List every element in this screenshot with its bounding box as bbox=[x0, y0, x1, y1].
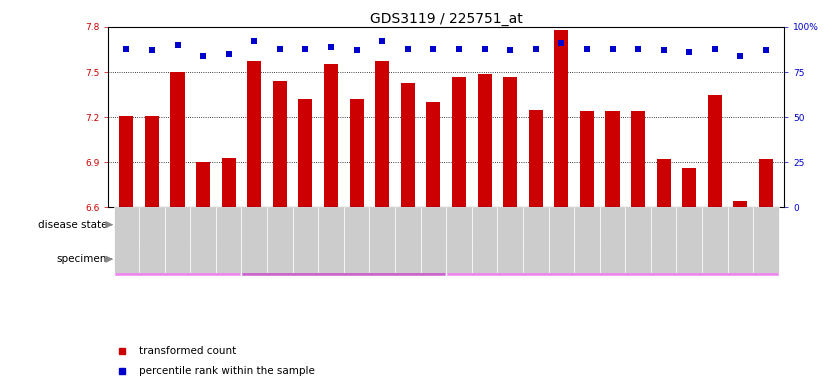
Point bbox=[478, 45, 491, 51]
Bar bbox=[503, 76, 517, 207]
Bar bbox=[497, 207, 523, 273]
Point bbox=[760, 47, 773, 53]
Text: control: control bbox=[159, 220, 196, 230]
Bar bbox=[293, 207, 319, 273]
Bar bbox=[656, 159, 671, 207]
Bar bbox=[299, 99, 313, 207]
Bar bbox=[523, 207, 549, 273]
Bar bbox=[446, 243, 779, 276]
Point bbox=[248, 38, 261, 45]
Bar bbox=[242, 208, 779, 241]
Text: non-inflamed: non-inflamed bbox=[578, 254, 647, 264]
Bar bbox=[375, 61, 389, 207]
Bar bbox=[472, 207, 497, 273]
Bar bbox=[324, 65, 338, 207]
Bar bbox=[119, 116, 133, 207]
Point bbox=[580, 45, 594, 51]
Bar bbox=[759, 159, 773, 207]
Text: percentile rank within the sample: percentile rank within the sample bbox=[138, 366, 314, 376]
Text: transformed count: transformed count bbox=[138, 346, 236, 356]
Point bbox=[350, 47, 364, 53]
Point bbox=[427, 45, 440, 51]
Bar bbox=[319, 207, 344, 273]
Point bbox=[171, 42, 184, 48]
Bar bbox=[605, 111, 620, 207]
Bar bbox=[267, 207, 293, 273]
Point bbox=[529, 45, 542, 51]
Bar bbox=[222, 158, 236, 207]
Bar bbox=[113, 208, 242, 241]
Point bbox=[299, 45, 312, 51]
Bar bbox=[164, 207, 190, 273]
Point bbox=[708, 45, 721, 51]
Bar bbox=[247, 61, 261, 207]
Bar bbox=[145, 116, 159, 207]
Bar bbox=[113, 243, 242, 276]
Bar bbox=[549, 207, 574, 273]
Point bbox=[682, 49, 696, 55]
Bar bbox=[420, 207, 446, 273]
Text: disease state: disease state bbox=[38, 220, 107, 230]
Point bbox=[605, 45, 619, 51]
Text: ulcerative colitis: ulcerative colitis bbox=[467, 220, 553, 230]
Point bbox=[631, 45, 645, 51]
Bar bbox=[574, 207, 600, 273]
Point bbox=[452, 45, 465, 51]
Bar bbox=[349, 99, 364, 207]
Bar bbox=[600, 207, 626, 273]
Bar bbox=[529, 109, 543, 207]
Bar bbox=[631, 111, 646, 207]
Bar bbox=[626, 207, 651, 273]
Bar bbox=[139, 207, 164, 273]
Bar bbox=[452, 76, 466, 207]
Point bbox=[657, 47, 671, 53]
Bar bbox=[676, 207, 702, 273]
Point bbox=[222, 51, 235, 57]
Bar bbox=[216, 207, 242, 273]
Bar bbox=[190, 207, 216, 273]
Bar bbox=[242, 207, 267, 273]
Bar bbox=[170, 72, 184, 207]
Point bbox=[324, 44, 338, 50]
Point bbox=[119, 45, 133, 51]
Bar bbox=[733, 201, 747, 207]
Point bbox=[555, 40, 568, 46]
Text: specimen: specimen bbox=[57, 254, 107, 264]
Bar bbox=[753, 207, 779, 273]
Point bbox=[375, 38, 389, 45]
Bar bbox=[426, 102, 440, 207]
Bar bbox=[113, 207, 139, 273]
Bar bbox=[369, 207, 395, 273]
Bar bbox=[702, 207, 727, 273]
Bar bbox=[401, 83, 414, 207]
Bar bbox=[651, 207, 676, 273]
Text: inflamed: inflamed bbox=[321, 254, 367, 264]
Bar bbox=[395, 207, 420, 273]
Bar bbox=[273, 81, 287, 207]
Bar bbox=[727, 207, 753, 273]
Bar bbox=[555, 30, 569, 207]
Point bbox=[401, 45, 414, 51]
Bar bbox=[478, 73, 491, 207]
Point bbox=[504, 47, 517, 53]
Title: GDS3119 / 225751_at: GDS3119 / 225751_at bbox=[369, 12, 523, 26]
Bar bbox=[682, 168, 696, 207]
Point bbox=[145, 47, 158, 53]
Bar bbox=[708, 94, 722, 207]
Bar bbox=[580, 111, 594, 207]
Bar bbox=[196, 162, 210, 207]
Bar bbox=[344, 207, 369, 273]
Bar bbox=[242, 243, 446, 276]
Point bbox=[197, 53, 210, 59]
Point bbox=[734, 53, 747, 59]
Point bbox=[274, 45, 287, 51]
Text: non-inflamed: non-inflamed bbox=[143, 254, 212, 264]
Bar bbox=[446, 207, 472, 273]
